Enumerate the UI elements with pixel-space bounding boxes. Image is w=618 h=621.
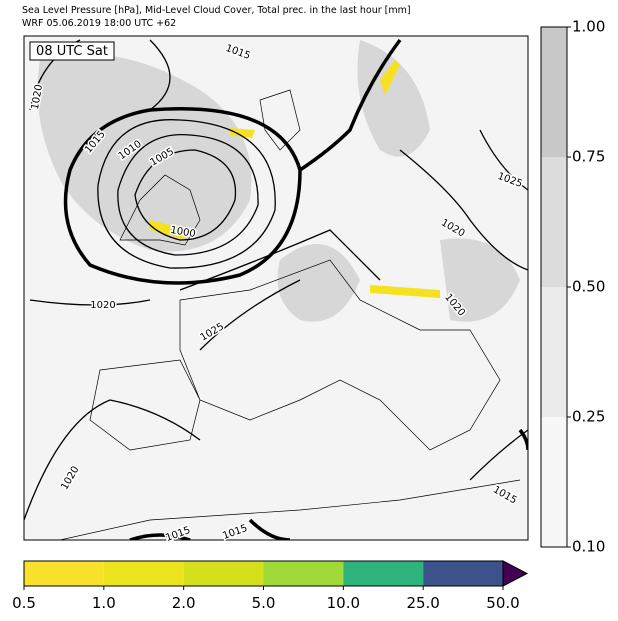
- coastline: [59, 89, 521, 540]
- isobar-label: 1020: [90, 300, 115, 311]
- isobar: [63, 38, 402, 285]
- colorbar-tick-label: 1.00: [572, 18, 605, 36]
- isobar: [97, 119, 276, 269]
- colorbar-tick-label: 0.75: [572, 148, 605, 166]
- header-line2: WRF 05.06.2019 18:00 UTC +62: [22, 18, 176, 29]
- map-frame: [23, 35, 529, 541]
- colorbar-segment: [343, 561, 424, 586]
- colorbar-segment: [103, 561, 184, 586]
- colorbar-segment: [263, 561, 344, 586]
- isobar: [24, 39, 528, 521]
- cloud-area: [277, 244, 360, 322]
- colorbar-extend: [502, 560, 529, 587]
- colorbar-segment: [423, 561, 503, 586]
- colorbar-tick-label: 25.0: [406, 594, 439, 612]
- cloud-area: [440, 238, 520, 322]
- colorbar-segment: [24, 561, 104, 586]
- colorbar-tick-label: 10.0: [327, 594, 360, 612]
- colorbar-tick-label: 0.25: [572, 408, 605, 426]
- colorbar-tick-label: 1.0: [92, 594, 116, 612]
- colorbar-segment: [541, 157, 567, 287]
- cloud-colorbar: 1.00 0.75 0.50 0.25 0.10: [540, 18, 605, 556]
- colorbar-segment: [541, 417, 567, 547]
- header-line1: Sea Level Pressure [hPa], Mid-Level Clou…: [22, 5, 411, 16]
- time-label-box: [29, 41, 115, 61]
- colorbar-segment: [541, 27, 567, 157]
- colorbar-tick-label: 5.0: [252, 594, 276, 612]
- colorbar-segment: [541, 287, 567, 417]
- cloud-area: [37, 54, 252, 252]
- colorbar-tick-label: 0.50: [572, 278, 605, 296]
- colorbar-tick-label: 2.0: [172, 594, 196, 612]
- isobar: [117, 133, 259, 256]
- colorbar-tick-label: 50.0: [486, 594, 519, 612]
- cloud-area: [357, 40, 430, 157]
- colorbar-segment: [183, 561, 264, 586]
- colorbar-tick-label: 0.5: [12, 594, 36, 612]
- colorbar-tick-label: 0.10: [572, 538, 605, 556]
- map: 08 UTC Sat 1015 1010 100510001020101510251…: [23, 35, 529, 545]
- isobar: [134, 149, 237, 241]
- precip-colorbar: 0.5 1.0 2.0 5.0 10.0 25.0 50.0: [12, 560, 529, 612]
- time-label: 08 UTC Sat: [36, 44, 108, 59]
